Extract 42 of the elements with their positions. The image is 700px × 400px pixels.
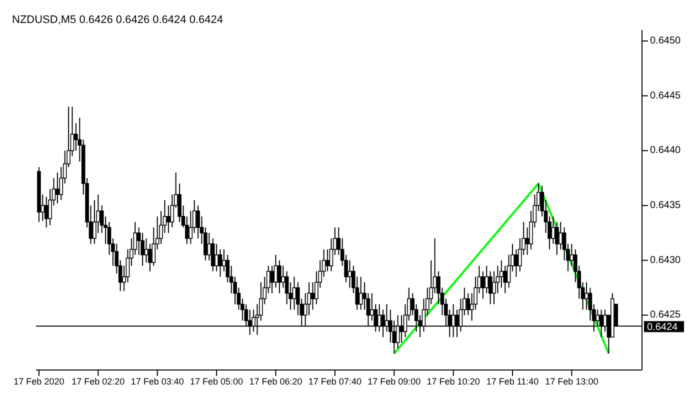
x-tick-label: 17 Feb 2020 — [14, 376, 64, 386]
candlestick — [326, 248, 330, 272]
x-tick-label: 17 Feb 10:20 — [426, 376, 480, 386]
x-tick-label: 17 Feb 06:20 — [249, 376, 302, 386]
candlestick — [377, 304, 382, 332]
candlestick — [56, 172, 60, 204]
candlestick — [584, 282, 588, 310]
candlestick — [551, 216, 556, 244]
ref-line-label: 0.6424 — [647, 322, 678, 334]
x-tick-label: 17 Feb 09:00 — [368, 376, 421, 386]
y-tick-label: 0.6445 — [650, 90, 682, 102]
candlestick — [558, 221, 563, 250]
candlestick — [514, 248, 518, 278]
candlestick — [214, 243, 218, 272]
chart-title: NZDUSD,M5 0.6426 0.6426 0.6424 0.6424 — [12, 14, 223, 26]
candlestick — [144, 238, 148, 264]
x-tick-label: 17 Feb 07:40 — [308, 376, 362, 386]
candlestick — [218, 248, 222, 278]
x-tick-label: 17 Feb 11:40 — [486, 376, 539, 386]
candlestick — [481, 270, 485, 300]
candlestick — [270, 265, 274, 294]
x-tick-label: 17 Feb 02:20 — [72, 376, 125, 386]
x-tick-label: 17 Feb 03:40 — [130, 376, 184, 386]
candlestick — [451, 304, 456, 338]
candlestick — [384, 304, 389, 332]
y-tick-label: 0.6450 — [650, 36, 682, 47]
candlestick — [166, 204, 170, 234]
candlestick — [455, 309, 459, 338]
candlestick — [278, 260, 282, 294]
x-tick-label: 17 Feb 13:00 — [545, 376, 598, 386]
x-tick-label: 17 Feb 05:00 — [190, 376, 244, 386]
candlestick — [358, 276, 363, 310]
y-tick-label: 0.6430 — [650, 254, 682, 266]
candlestick — [348, 260, 352, 288]
candlestick — [44, 196, 48, 228]
y-tick-label: 0.6440 — [650, 145, 682, 156]
y-tick-label: 0.6425 — [650, 310, 682, 321]
y-tick-label: 0.6435 — [650, 200, 682, 212]
candlestick — [310, 282, 315, 310]
candlestick — [400, 314, 404, 344]
candlestick — [292, 276, 296, 310]
candlestick — [484, 265, 489, 294]
